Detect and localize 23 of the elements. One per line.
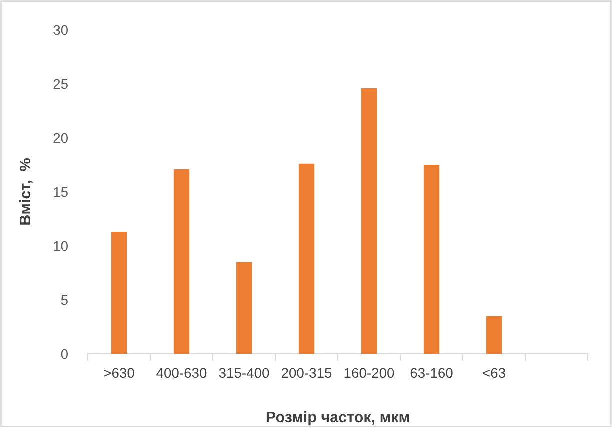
y-tick-label: 25 bbox=[54, 79, 68, 90]
x-tick-label: 315-400 bbox=[219, 368, 270, 378]
y-tick-label: 15 bbox=[54, 187, 68, 198]
x-tick-label: <63 bbox=[483, 368, 506, 378]
bar bbox=[424, 165, 440, 354]
y-tick-label: 10 bbox=[54, 241, 68, 252]
x-tick-label: >630 bbox=[104, 368, 134, 378]
bar bbox=[298, 164, 315, 354]
y-tick-label: 20 bbox=[54, 133, 68, 144]
bar bbox=[236, 262, 252, 354]
bar bbox=[111, 232, 128, 354]
y-tick-label: 0 bbox=[61, 349, 68, 360]
x-tick-label: 200-315 bbox=[282, 368, 332, 378]
y-tick-label: 30 bbox=[54, 25, 68, 36]
x-tick-label: 160-200 bbox=[344, 368, 394, 378]
x-tick-label: 400-630 bbox=[156, 368, 207, 378]
bar bbox=[486, 316, 502, 354]
x-tick-label: 63-160 bbox=[410, 368, 453, 378]
bar bbox=[361, 88, 378, 354]
bar bbox=[174, 169, 190, 354]
x-axis-title: Розмір часток, мкм bbox=[266, 411, 409, 426]
y-tick-label: 5 bbox=[61, 295, 68, 306]
y-axis-title: Вміст, % bbox=[19, 158, 33, 225]
